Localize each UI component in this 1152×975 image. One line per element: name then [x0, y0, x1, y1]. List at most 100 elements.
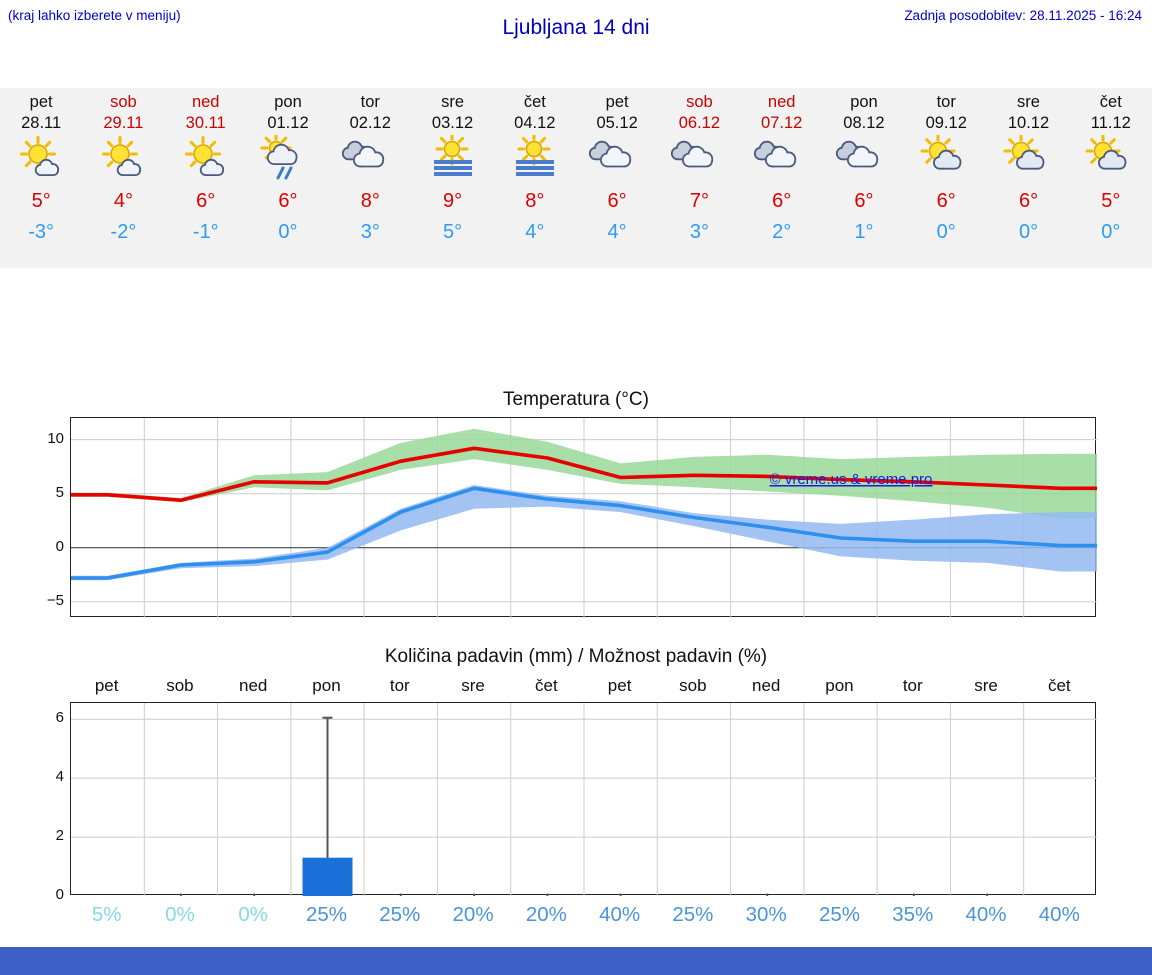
cloud-icon: [1015, 149, 1044, 170]
precip-probability-label: 40%: [965, 903, 1007, 926]
precip-probability-label: 0%: [165, 903, 195, 926]
cloud-icon: [266, 143, 298, 165]
cloud-icon: [933, 149, 962, 170]
precip-bar: [302, 857, 353, 896]
low-temp: 2°: [772, 221, 792, 243]
weather-icon-partly-cloudy: [1070, 135, 1152, 185]
precip-day-labels-row: pet sob ned pon tor sre čet pet sob ned pon tor sre č…: [70, 676, 1096, 696]
day-name: pon: [274, 93, 302, 111]
precip-probability-label: 20%: [525, 903, 567, 926]
high-temp: 6°: [278, 190, 298, 212]
precip-day-label: sob: [166, 676, 194, 695]
precip-y-tick-label: 2: [55, 827, 64, 845]
weather-icon-cloudy: [741, 135, 823, 185]
day-date: 01.12: [267, 114, 309, 132]
high-temp: 6°: [854, 190, 874, 212]
low-temp: 4°: [607, 221, 627, 243]
precip-day-label: ned: [751, 676, 781, 695]
precip-y-tick-label: 6: [55, 709, 64, 727]
high-temp: 9°: [442, 190, 463, 212]
weather-icon-mostly-sunny: [82, 135, 164, 185]
day-name: tor: [360, 93, 380, 111]
max-temperature-line: [71, 446, 1097, 502]
cloud-icon: [34, 158, 60, 176]
footer-bar: [0, 947, 1152, 975]
weather-icon-partly-cloudy: [987, 135, 1069, 185]
weather-icon-cloudy: [658, 135, 740, 185]
forecast-day: ned 07.12 6° 2°: [741, 88, 823, 268]
day-name: tor: [936, 93, 956, 111]
day-date: 11.12: [1090, 114, 1131, 132]
rain-icon: [276, 166, 293, 180]
precip-day-label: pet: [607, 676, 632, 695]
low-temp: -2°: [110, 221, 137, 243]
weather-icon-rain-shower: [247, 135, 329, 185]
day-date: 08.12: [843, 114, 885, 132]
watermark-link[interactable]: © vreme.us & vreme.pro: [770, 471, 933, 488]
day-name: pet: [605, 93, 629, 111]
precip-probability-label: 25%: [818, 903, 860, 926]
temperature-chart-svg: © vreme.us & vreme.pro: [71, 418, 1097, 618]
forecast-day: sre 10.12 6° 0°: [987, 88, 1069, 268]
forecast-strip: pet 28.11 5° -3° sob 29.11 4° -2° ned 30.11 6° -1° p…: [0, 88, 1152, 268]
forecast-day: pet 05.12 6° 4°: [576, 88, 658, 268]
page-title: Ljubljana 14 dni: [502, 16, 650, 39]
high-temp: 5°: [31, 190, 51, 212]
low-temp: 3°: [689, 221, 709, 243]
sun-icon: [435, 135, 469, 166]
fog-icon: [433, 160, 472, 176]
weather-icon-cloudy: [823, 135, 905, 185]
precip-probability-label: 30%: [745, 903, 787, 926]
weather-icon-mostly-sunny: [0, 135, 82, 185]
precip-day-label: sob: [679, 676, 707, 695]
precip-probability-label: 40%: [599, 903, 641, 926]
day-name: sob: [110, 93, 137, 111]
low-temp: 3°: [360, 221, 380, 243]
forecast-day: čet 04.12 8° 4°: [494, 88, 576, 268]
precip-percent-row: 5% 0% 0% 25% 25% 20% 20% 40% 25% 30% 25% 35% 40% 40%: [70, 903, 1096, 927]
day-date: 28.11: [21, 114, 62, 132]
temp-y-tick-label: 0: [55, 537, 64, 555]
day-name: sre: [441, 93, 464, 111]
day-name: čet: [523, 93, 546, 111]
temp-y-tick-label: −5: [46, 591, 64, 609]
high-temp: 8°: [525, 190, 545, 212]
temp-y-tick-label: 5: [55, 483, 64, 501]
forecast-day: sob 29.11 4° -2°: [82, 88, 164, 268]
cloud-icon: [117, 158, 142, 176]
precip-day-label: tor: [389, 676, 410, 695]
precip-day-label: ned: [239, 676, 268, 695]
day-date: 10.12: [1007, 114, 1050, 132]
day-date: 05.12: [596, 114, 638, 132]
precip-probability-label: 0%: [238, 903, 269, 926]
day-name: sob: [686, 93, 713, 111]
day-date: 29.11: [103, 114, 144, 132]
high-temp: 6°: [1018, 190, 1039, 212]
low-temp: 0°: [1101, 221, 1121, 243]
precip-probability-label: 40%: [1038, 903, 1080, 926]
high-temp: 8°: [360, 190, 380, 212]
forecast-day: čet 11.12 5° 0°: [1070, 88, 1152, 268]
high-temp: 6°: [196, 190, 216, 212]
weather-icon-cloudy: [329, 135, 411, 185]
temp-y-tick-label: 10: [47, 429, 64, 447]
temperature-chart-title: Temperatura (°C): [503, 389, 649, 410]
day-name: sre: [1017, 93, 1040, 111]
last-updated-label: Zadnja posodobitev: 28.11.2025 - 16:24: [904, 8, 1142, 23]
precip-y-tick-label: 0: [55, 886, 64, 903]
precip-day-label: čet: [1047, 676, 1071, 695]
high-temp: 6°: [607, 190, 627, 212]
precip-day-label: čet: [534, 676, 558, 695]
low-temp: 1°: [854, 221, 874, 243]
day-date: 09.12: [925, 114, 967, 132]
precip-probability-label: 25%: [379, 903, 421, 926]
precip-y-tick-label: 4: [55, 768, 64, 786]
day-name: čet: [1099, 93, 1122, 111]
max-temperature-range-band: [71, 428, 1097, 519]
high-temp: 6°: [772, 190, 792, 212]
precipitation-chart: [70, 702, 1097, 896]
forecast-day: tor 02.12 8° 3°: [329, 88, 411, 268]
low-temp: 4°: [525, 221, 545, 243]
high-temp: 5°: [1101, 190, 1121, 212]
day-name: pon: [850, 93, 878, 111]
